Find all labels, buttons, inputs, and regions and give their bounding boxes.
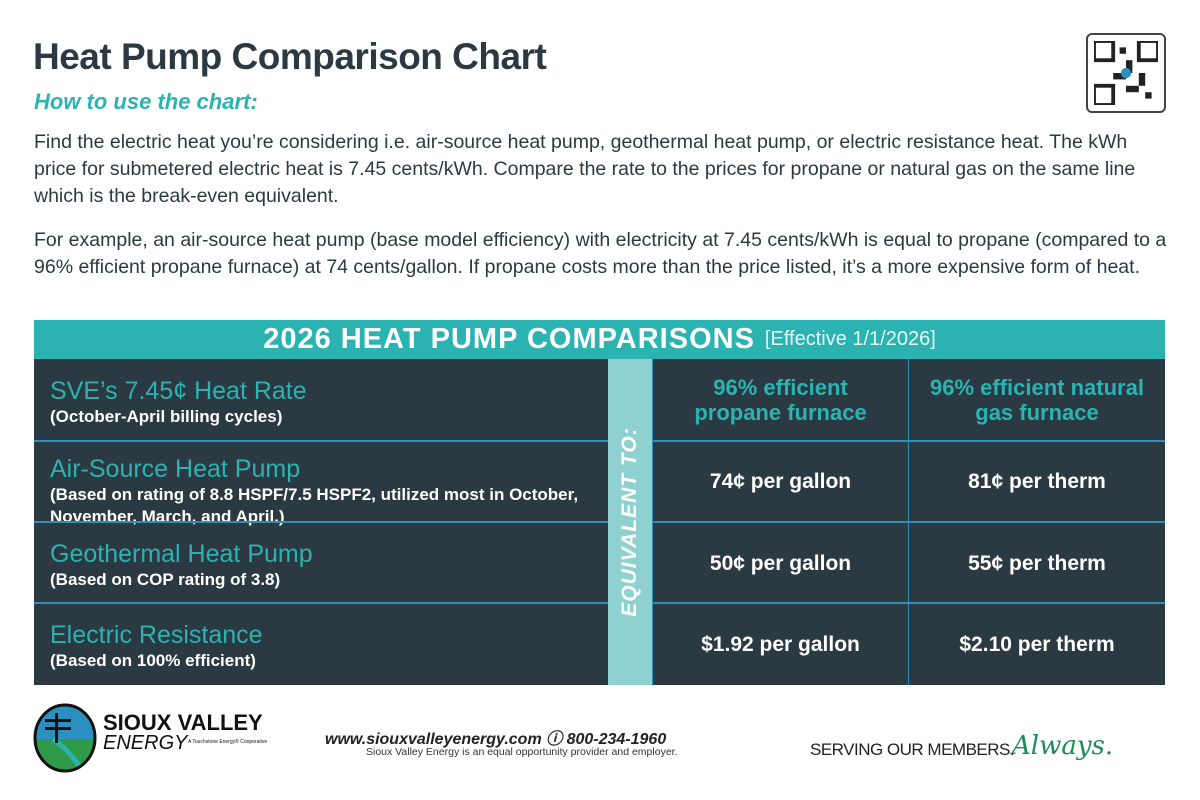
effective-date: [Effective 1/1/2026] bbox=[764, 328, 936, 350]
divider bbox=[652, 602, 1165, 604]
column-header-propane: 96% efficient propane furnace bbox=[652, 359, 908, 440]
comparison-table: 2026 HEAT PUMP COMPARISONS [Effective 1/… bbox=[34, 320, 1165, 685]
table-row: Geothermal Heat Pump (Based on COP rating… bbox=[34, 530, 608, 611]
slogan: SERVING OUR MEMBERS. bbox=[810, 740, 1015, 759]
cell-propane: $1.92 per gallon bbox=[652, 604, 908, 685]
table-heading: 2026 HEAT PUMP COMPARISONS bbox=[263, 323, 755, 355]
equivalent-strip: EQUIVALENT TO: bbox=[608, 359, 652, 685]
logo-tagline: A Touchstone Energy® Cooperative bbox=[188, 739, 268, 745]
contact-info: www.siouxvalleyenergy.com ⓘ 800-234-1960 bbox=[325, 731, 667, 748]
row-title: Geothermal Heat Pump bbox=[50, 540, 313, 568]
cell-propane: 50¢ per gallon bbox=[652, 523, 908, 604]
row-title: SVE’s 7.45¢ Heat Rate bbox=[50, 377, 307, 405]
divider bbox=[34, 440, 608, 442]
table-row: SVE’s 7.45¢ Heat Rate (October-April bill… bbox=[34, 367, 608, 448]
cell-gas: $2.10 per therm bbox=[908, 604, 1165, 685]
equivalent-label: EQUIVALENT TO: bbox=[618, 427, 641, 617]
divider bbox=[652, 521, 1165, 523]
divider bbox=[34, 602, 608, 604]
qr-code-icon bbox=[1092, 39, 1160, 107]
table-header: 2026 HEAT PUMP COMPARISONS [Effective 1/… bbox=[34, 320, 1165, 359]
logo-icon bbox=[33, 703, 97, 773]
table-row: Electric Resistance (Based on 100% effici… bbox=[34, 611, 608, 692]
row-desc: (October-April billing cycles) bbox=[50, 407, 283, 426]
divider bbox=[652, 440, 1165, 442]
equal-opportunity: Sioux Valley Energy is an equal opportun… bbox=[366, 746, 678, 758]
slogan-script: Always. bbox=[1012, 731, 1114, 761]
sve-logo bbox=[33, 703, 97, 778]
paragraph-instructions: Find the electric heat you’re considerin… bbox=[34, 131, 1136, 207]
row-desc: (Based on 100% efficient) bbox=[50, 651, 256, 670]
logo-line1: SIOUX VALLEY bbox=[103, 710, 263, 735]
subtitle: How to use the chart: bbox=[34, 89, 258, 114]
row-title: Electric Resistance bbox=[50, 621, 263, 649]
cell-gas: 55¢ per therm bbox=[908, 523, 1165, 604]
row-desc: (Based on COP rating of 3.8) bbox=[50, 570, 281, 589]
divider bbox=[34, 521, 608, 523]
page-title: Heat Pump Comparison Chart bbox=[33, 36, 547, 77]
table-row: Air-Source Heat Pump (Based on rating of … bbox=[34, 449, 608, 530]
qr-code bbox=[1086, 33, 1166, 113]
column-header-natural-gas: 96% efficient natural gas furnace bbox=[908, 359, 1165, 440]
cell-propane: 74¢ per gallon bbox=[652, 441, 908, 522]
paragraph-example: For example, an air-source heat pump (ba… bbox=[34, 229, 1167, 278]
cell-gas: 81¢ per therm bbox=[908, 441, 1165, 522]
row-title: Air-Source Heat Pump bbox=[50, 455, 301, 483]
logo-line2: ENERGY bbox=[103, 732, 188, 754]
